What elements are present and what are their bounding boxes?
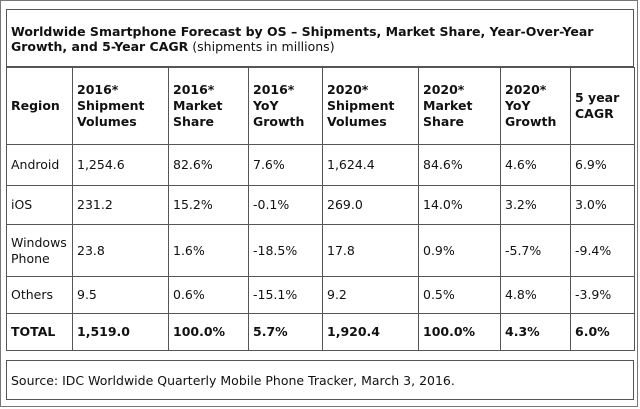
title-subtext: (shipments in millions) — [192, 39, 335, 54]
table-cell: 1,519.0 — [72, 313, 169, 351]
table-cell: -0.1% — [248, 185, 323, 225]
table-cell: 6.0% — [570, 313, 635, 351]
table-cell: 5.7% — [248, 313, 323, 351]
header-cell: 2016* Market Share — [168, 67, 249, 145]
table-cell: 6.9% — [570, 144, 635, 186]
table-title: Worldwide Smartphone Forecast by OS – Sh… — [6, 9, 634, 67]
region-cell: iOS — [6, 185, 73, 225]
table-cell: -9.4% — [570, 224, 635, 277]
table-cell: 9.2 — [322, 276, 419, 314]
table-cell: 100.0% — [418, 313, 501, 351]
table-cell: 9.5 — [72, 276, 169, 314]
table-cell: -15.1% — [248, 276, 323, 314]
table-row: iOS 231.2 15.2% -0.1% 269.0 14.0% 3.2% 3… — [6, 185, 635, 225]
source-text: Source: IDC Worldwide Quarterly Mobile P… — [11, 373, 455, 388]
table-cell: 1.6% — [168, 224, 249, 277]
header-cell: 2020* Shipment Volumes — [322, 67, 419, 145]
table-cell: -5.7% — [500, 224, 571, 277]
table-cell: 82.6% — [168, 144, 249, 186]
forecast-table: Region 2016* Shipment Volumes 2016* Mark… — [6, 67, 635, 351]
table-cell: 1,624.4 — [322, 144, 419, 186]
table-cell: -3.9% — [570, 276, 635, 314]
header-cell: 5 year CAGR — [570, 67, 635, 145]
table-cell: 15.2% — [168, 185, 249, 225]
table-cell: 269.0 — [322, 185, 419, 225]
table-row: Android 1,254.6 82.6% 7.6% 1,624.4 84.6%… — [6, 144, 635, 186]
table-cell: 0.9% — [418, 224, 501, 277]
table-cell: 100.0% — [168, 313, 249, 351]
table-cell: 4.8% — [500, 276, 571, 314]
region-cell: Others — [6, 276, 73, 314]
table-row: Others 9.5 0.6% -15.1% 9.2 0.5% 4.8% -3.… — [6, 276, 635, 314]
table-row: Windows Phone 23.8 1.6% -18.5% 17.8 0.9%… — [6, 224, 635, 277]
table-cell: 3.0% — [570, 185, 635, 225]
table-cell: 4.3% — [500, 313, 571, 351]
header-row: Region 2016* Shipment Volumes 2016* Mark… — [6, 67, 635, 145]
total-row: TOTAL 1,519.0 100.0% 5.7% 1,920.4 100.0%… — [6, 313, 635, 351]
table-cell: -18.5% — [248, 224, 323, 277]
source-note: Source: IDC Worldwide Quarterly Mobile P… — [6, 360, 634, 400]
table-cell: 3.2% — [500, 185, 571, 225]
title-text: Worldwide Smartphone Forecast by OS – Sh… — [11, 24, 594, 54]
table-cell: 4.6% — [500, 144, 571, 186]
table-cell: 17.8 — [322, 224, 419, 277]
header-cell: 2016* Shipment Volumes — [72, 67, 169, 145]
header-cell: 2016* YoY Growth — [248, 67, 323, 145]
table-cell: 0.6% — [168, 276, 249, 314]
table-cell: 231.2 — [72, 185, 169, 225]
header-cell: Region — [6, 67, 73, 145]
table-cell: 84.6% — [418, 144, 501, 186]
table-cell: 1,920.4 — [322, 313, 419, 351]
table-cell: 0.5% — [418, 276, 501, 314]
region-cell: Android — [6, 144, 73, 186]
table-cell: 7.6% — [248, 144, 323, 186]
region-cell: Windows Phone — [6, 224, 73, 277]
header-cell: 2020* YoY Growth — [500, 67, 571, 145]
table-cell: 14.0% — [418, 185, 501, 225]
table-cell: 1,254.6 — [72, 144, 169, 186]
header-cell: 2020* Market Share — [418, 67, 501, 145]
region-cell: TOTAL — [6, 313, 73, 351]
table-cell: 23.8 — [72, 224, 169, 277]
